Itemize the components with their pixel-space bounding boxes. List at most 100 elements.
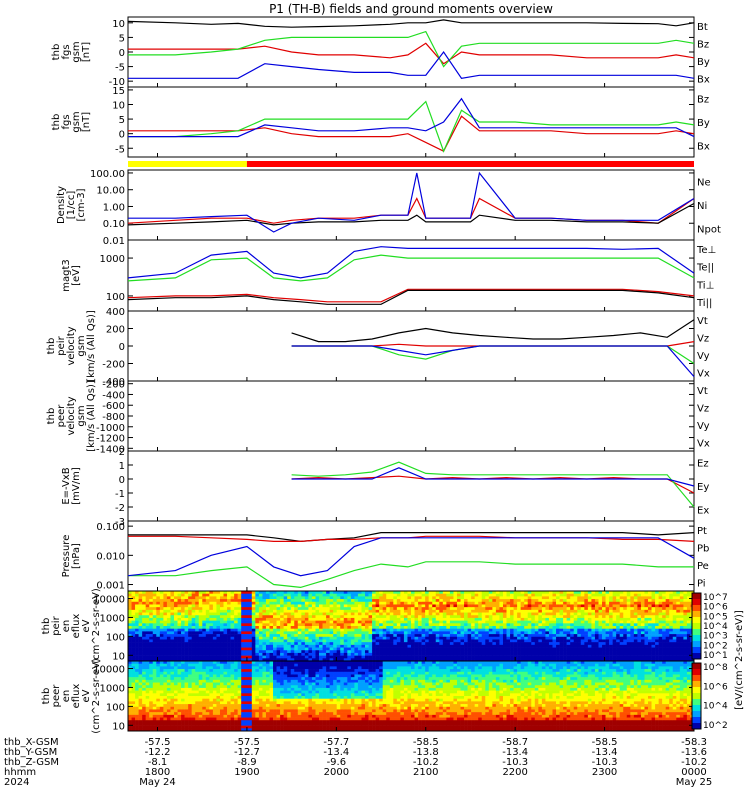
y-tick-label: -400	[102, 377, 125, 388]
y-tick-label: 0.001	[96, 581, 125, 592]
x-tick-value: -10.2	[413, 757, 439, 768]
y-axis-label: magt3	[61, 259, 72, 292]
y-axis-label: eflux	[71, 684, 82, 709]
legend-label: Vt	[697, 386, 708, 397]
x-row-label: hhmm	[4, 767, 36, 778]
colorbar-tick: 10^4	[703, 622, 728, 632]
legend-label: Ti⊥	[696, 280, 714, 291]
panel-ion_spectrogram: 10000 1000 100 10 thb peir en eflux eV (cm^2-s-sr…	[41, 588, 695, 664]
series-Ez	[291, 475, 695, 494]
x-tick-value: 1800	[145, 767, 170, 778]
y-tick-label: -1400	[96, 444, 125, 455]
y-tick-label: 100	[106, 292, 125, 303]
series-Vx	[291, 345, 695, 377]
y-axis-label: gsm	[76, 335, 87, 356]
series-Ti⊥	[127, 246, 695, 279]
y-tick-label: 0.10	[103, 219, 125, 230]
y-tick-label: 0	[119, 130, 125, 141]
x-tick-value: -13.6	[681, 747, 707, 758]
series-By	[128, 30, 695, 68]
legend-label: Ez	[697, 459, 709, 470]
x-tick-value: 1900	[234, 767, 259, 778]
legend-label: Ne	[697, 178, 711, 189]
panel-frame	[127, 239, 695, 312]
x-tick-value: -57.5	[234, 737, 260, 748]
flag-segment	[246, 161, 694, 167]
legend-label: Pe	[697, 561, 709, 572]
colorbar-tick: 10^2	[703, 721, 728, 731]
series-Pb	[128, 535, 695, 543]
y-axis-label: Pressure	[61, 535, 72, 578]
y-axis-label: eV	[81, 689, 92, 702]
y-tick-label: -2	[115, 503, 125, 514]
colorbar: 10^710^610^510^410^310^210^1	[691, 592, 728, 661]
x-tick-value: -13.4	[592, 747, 618, 758]
y-tick-label: 0.01	[103, 236, 125, 247]
colorbar-tick: 10^1	[703, 651, 728, 661]
colorbar-tick: 10^8	[703, 663, 728, 673]
legend-label: Ey	[697, 482, 709, 493]
legend-label: By	[697, 118, 710, 129]
panel-pressure: 0.100 0.010 0.001 Pressure [nPa] Pt Pb Pe Pi	[61, 520, 709, 592]
y-tick-label: 0.100	[96, 522, 125, 533]
x-row-label: 2024	[4, 777, 29, 788]
y-axis-label: Density	[56, 186, 67, 224]
y-axis-label: eV	[81, 619, 92, 632]
legend-label: Te⊥	[696, 245, 716, 256]
y-tick-label: 100	[106, 702, 125, 713]
series-Bx	[128, 97, 695, 138]
y-axis-label: fgs	[61, 44, 72, 59]
x-row-label: thb_X-GSM	[4, 737, 59, 748]
y-axis-label: thb	[46, 408, 57, 425]
y-tick-label: 400	[106, 307, 125, 318]
panel-efield: 2 1 0 -1 -2 -3 E=-VxB [mV/m] Ez Ey Ex	[61, 447, 709, 528]
x-row-label: thb_Z-GSM	[4, 757, 59, 768]
y-tick-label: -10	[109, 77, 125, 88]
y-axis-label: [1/cc]	[66, 191, 77, 220]
panel-electron_spectrogram: 10000 1000 100 10 thb peer en eflux eV (cm^2-s-sr…	[41, 658, 695, 734]
y-tick-label: 1000	[100, 254, 125, 265]
y-tick-label: 100	[106, 632, 125, 643]
legend-label: Te||	[696, 263, 714, 274]
y-axis-label: thb	[41, 688, 52, 705]
series-Vt	[291, 319, 695, 343]
y-tick-label: -200	[102, 380, 125, 391]
y-tick-label: 10	[112, 19, 125, 30]
legend-label: Vx	[697, 368, 710, 379]
colorbar-tick: 10^5	[703, 612, 728, 622]
y-axis-label: gsm	[76, 405, 87, 426]
series-By	[128, 100, 695, 153]
colorbar-tick: 10^3	[703, 632, 728, 642]
legend-label: Vt	[697, 316, 708, 327]
y-tick-label: -5	[115, 144, 125, 155]
y-axis-label: [eV]	[71, 265, 82, 286]
y-tick-label: 10	[112, 101, 125, 112]
legend-label: Ti||	[696, 298, 712, 309]
y-axis-label: [mV/m]	[71, 467, 82, 505]
y-tick-label: -1	[115, 489, 125, 500]
legend-label: Bt	[697, 22, 708, 33]
series-Vz	[291, 341, 695, 347]
y-tick-label: 1000	[100, 613, 125, 624]
legend-label: Vz	[697, 333, 709, 344]
panel-fgs: 10 5 0 -5 -10 thb fgs gsm [nT] Bt Bz By Bx	[51, 16, 710, 88]
y-tick-label: 2	[119, 447, 125, 458]
y-tick-label: -200	[102, 360, 125, 371]
y-tick-label: 1	[119, 461, 125, 472]
x-tick-value: 2200	[502, 767, 527, 778]
y-tick-label: 10	[112, 721, 125, 732]
y-axis-label: peer	[56, 404, 67, 428]
y-tick-label: 0.010	[96, 551, 125, 562]
y-tick-label: 15	[112, 86, 125, 97]
legend-label: Vz	[697, 403, 709, 414]
y-axis-label: thb	[51, 44, 62, 61]
x-tick-value: -12.7	[234, 747, 260, 758]
y-tick-label: 1.00	[103, 202, 125, 213]
x-tick-value: -13.8	[413, 747, 439, 758]
y-axis-label: thb	[46, 338, 57, 355]
series-Ex	[291, 467, 695, 487]
y-tick-label: 200	[106, 325, 125, 336]
x-tick-value: 2100	[413, 767, 438, 778]
y-axis-label: thb	[51, 114, 62, 131]
